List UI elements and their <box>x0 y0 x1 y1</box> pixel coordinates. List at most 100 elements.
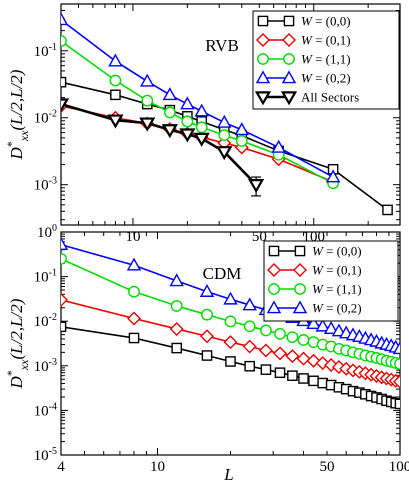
y-tick-exponent: -5 <box>49 446 57 457</box>
series-2 <box>61 292 400 389</box>
data-point <box>61 292 68 307</box>
legend-label-var: W <box>301 14 313 29</box>
data-point <box>224 315 237 328</box>
legend-label-var: W <box>312 263 324 278</box>
legend-label: W = (0,2) <box>301 71 351 86</box>
legend-item: W = (0,0) <box>268 244 362 259</box>
legend-label: W = (0,0) <box>301 14 351 29</box>
panel-title: CDM <box>203 264 242 283</box>
data-point <box>169 321 184 336</box>
data-point <box>139 117 156 132</box>
series-4 <box>61 12 341 183</box>
data-point <box>128 332 140 344</box>
data-point <box>170 300 183 312</box>
y-tick-label: 100 <box>37 223 57 241</box>
data-point <box>242 339 257 354</box>
data-point <box>169 273 184 287</box>
legend-label-value: = (1,1) <box>323 282 362 297</box>
legend-box <box>252 10 400 110</box>
y-label-args: (L/2,L/2) <box>7 69 26 130</box>
data-point <box>126 257 142 271</box>
data-point <box>260 364 272 375</box>
y-label-sub: xx <box>17 130 31 142</box>
legend-item: W = (0,2) <box>255 70 351 86</box>
data-point <box>286 331 299 344</box>
data-point <box>201 350 213 361</box>
series-1 <box>61 321 400 410</box>
data-point <box>306 316 321 329</box>
y-label-star: * <box>4 141 18 147</box>
data-point <box>274 367 286 379</box>
legend-label-value: = (0,2) <box>323 301 362 316</box>
x-tick-label: 10 <box>125 229 140 245</box>
data-point <box>128 285 140 298</box>
data-point <box>234 122 249 136</box>
data-point <box>61 76 67 88</box>
data-point <box>287 370 298 381</box>
legend-marker <box>266 300 282 314</box>
y-tick-base: 10 <box>37 225 52 241</box>
data-point <box>394 358 400 370</box>
y-tick-base: 10 <box>34 448 49 464</box>
legend-label-value: = (0,0) <box>312 14 351 29</box>
legend-label-var: W <box>301 52 313 67</box>
legend-marker <box>267 263 281 277</box>
y-tick-label: 10-2 <box>34 312 57 330</box>
legend-marker <box>257 15 269 27</box>
y-tick-exponent: -3 <box>49 357 57 368</box>
data-point <box>61 237 69 250</box>
data-point <box>141 94 154 107</box>
series-5 <box>61 98 265 197</box>
y-tick-label: 10-4 <box>34 401 57 419</box>
data-point <box>179 128 196 143</box>
data-point <box>107 114 124 129</box>
legend-label: All Sectors <box>301 90 359 105</box>
data-point <box>110 89 121 101</box>
legend-item: W = (0,1) <box>267 263 362 278</box>
data-point <box>61 35 67 47</box>
data-point <box>109 74 122 87</box>
data-point <box>61 12 69 26</box>
y-tick-base: 10 <box>34 359 49 375</box>
y-label-sub: xx <box>17 359 31 371</box>
data-point <box>163 106 176 119</box>
legend-marker <box>280 91 298 106</box>
legend-item: W = (1,1) <box>268 282 362 297</box>
legend-marker <box>256 33 270 47</box>
panel-title: RVB <box>205 36 239 55</box>
data-point <box>394 398 400 410</box>
legend-marker <box>292 300 308 314</box>
legend-item: W = (0,2) <box>266 300 362 316</box>
legend-item: W = (0,1) <box>256 33 351 48</box>
data-point <box>296 351 311 366</box>
y-label-args: (L/2,L/2) <box>7 298 26 359</box>
y-tick-base: 10 <box>34 44 49 60</box>
legend-item: W = (0,0) <box>257 14 351 29</box>
legend-marker <box>294 245 306 257</box>
data-point <box>273 346 287 361</box>
data-point <box>194 103 209 117</box>
data-point <box>200 329 214 344</box>
x-tick-label: 4 <box>57 459 65 475</box>
data-point <box>161 124 178 139</box>
legend-label-var: W <box>312 301 324 316</box>
data-point <box>171 342 183 354</box>
y-tick-exponent: 0 <box>52 223 57 234</box>
data-point <box>393 374 400 389</box>
x-tick-label: 50 <box>252 229 267 245</box>
legend-label: W = (0,1) <box>312 263 362 278</box>
data-point <box>199 283 215 297</box>
legend-label: W = (0,0) <box>312 244 362 259</box>
data-point <box>260 324 272 337</box>
legend-marker <box>255 70 271 84</box>
y-tick-exponent: -2 <box>49 109 57 120</box>
y-axis-label: D*xx(L/2,L/2) <box>4 69 31 160</box>
legend-item: W = (1,1) <box>257 52 351 67</box>
data-point <box>193 132 210 147</box>
data-point <box>201 308 213 321</box>
y-tick-label: 10-1 <box>34 42 57 60</box>
data-point <box>61 98 70 113</box>
data-point <box>180 96 195 110</box>
data-point <box>218 129 231 142</box>
y-label-star: * <box>4 370 18 376</box>
